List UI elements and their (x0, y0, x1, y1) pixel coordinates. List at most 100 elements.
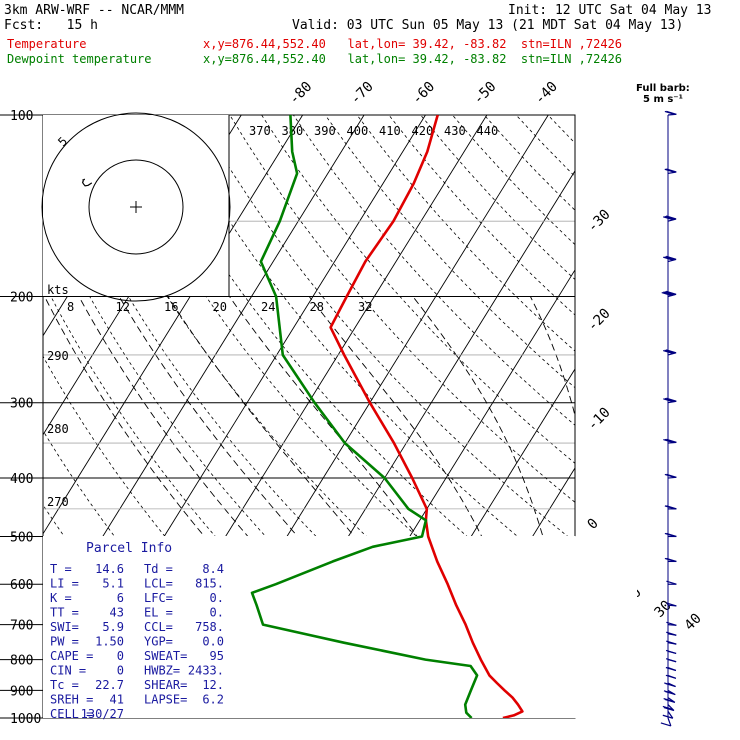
wind-barb (666, 640, 677, 645)
wind-barb-staff (667, 258, 677, 263)
theta-label: 290 (47, 349, 69, 363)
wind-barb-flag (664, 532, 676, 538)
hodograph-unit-label: kts (47, 283, 69, 297)
isotherm-line (727, 115, 740, 718)
theta-label: 280 (47, 422, 69, 436)
hodograph-ring (41, 112, 231, 302)
parcel-row-value: 0. (210, 606, 224, 620)
wind-barb (665, 674, 677, 679)
parcel-row-value: 1.50 (95, 635, 124, 649)
init-time: Init: 12 UTC Sat 04 May 13 (508, 3, 712, 18)
parcel-row-value: 8.4 (202, 562, 224, 576)
wind-barb-flag (664, 110, 676, 115)
model-title: 3km ARW-WRF -- NCAR/MMM (4, 3, 185, 18)
isotherm-label: 0 (585, 516, 602, 533)
isotherm-line (666, 115, 740, 718)
temperature-legend-info: x,y=876.44,552.40 lat,lon= 39.42, -83.82… (203, 37, 623, 51)
wind-barb (664, 532, 677, 538)
wind-barb-flag (664, 291, 675, 296)
wind-barb-staff (667, 352, 677, 356)
full-barb-unit: 5 m s⁻¹ (643, 94, 683, 105)
isotherm-label: -30 (585, 207, 614, 236)
pressure-tick-label: 100 (10, 109, 33, 124)
isotherm-label: -20 (585, 306, 614, 335)
wind-barb-flag (666, 168, 677, 173)
wind-barb (664, 110, 677, 116)
isotherm-label: 30 (652, 598, 675, 621)
wind-barb-staff (667, 704, 675, 711)
wind-barb-staff (667, 218, 677, 222)
wind-barb (665, 666, 677, 672)
hodograph-scale-label: 8 (67, 300, 74, 314)
pressure-tick-label: 200 (10, 291, 33, 306)
wind-barb (664, 682, 676, 688)
isotherm-label: -70 (348, 79, 377, 108)
wind-barb-flag (665, 215, 677, 220)
parcel-info-box: Parcel Info T = 14.6 Td = 8.4 LI = 5.1 LCL= 815.… (43, 536, 637, 721)
wind-barb-flag (664, 256, 675, 261)
wind-barb-flag (666, 621, 677, 626)
wind-barb-flag (662, 705, 674, 711)
wind-barb-flag (663, 349, 674, 355)
pressure-tick-label: 500 (10, 530, 33, 545)
wind-barb (663, 215, 677, 222)
wind-barb-flag (665, 649, 677, 654)
pressure-tick-label: 400 (10, 472, 33, 487)
wind-barb (663, 397, 677, 404)
parcel-row-key: EL = (144, 606, 173, 620)
parcel-row-key: LAPSE= (144, 693, 187, 707)
parcel-row-value: 130/27 (81, 707, 124, 721)
wind-barb (664, 505, 677, 510)
pressure-tick-label: 300 (10, 397, 33, 412)
isotherm-label: -40 (532, 79, 561, 108)
wind-barb-flag (666, 640, 677, 645)
wind-barb (661, 290, 677, 298)
wind-barb (663, 349, 677, 356)
parcel-row-value: 0.0 (202, 635, 224, 649)
theta-e-label: 430 (444, 124, 466, 138)
wind-barb-flag (666, 631, 677, 636)
parcel-row-key: CCL= (144, 620, 173, 634)
forecast-hour: Fcst: 15 h (4, 18, 98, 33)
parcel-row-key: SHEAR= (144, 678, 187, 692)
wind-barb (666, 631, 677, 636)
parcel-row-key: CAPE = (50, 649, 93, 663)
wind-barb-flag (666, 602, 677, 607)
pressure-tick-label: 900 (10, 684, 33, 699)
wind-barbs (660, 110, 677, 727)
hodograph-scale-label: 24 (261, 300, 275, 314)
wind-barb-flag (664, 505, 676, 510)
parcel-row-value: 0. (210, 591, 224, 605)
parcel-row-key: HWBZ= (144, 664, 180, 678)
parcel-row-key: CELL = (50, 707, 93, 721)
hodograph-scale-label: 32 (358, 300, 372, 314)
parcel-row-value: 758. (195, 620, 224, 634)
isotherm-line (43, 115, 304, 535)
hodograph-trace (81, 178, 93, 187)
theta-label: 270 (47, 495, 69, 509)
pressure-tick-label: 1000 (10, 712, 41, 727)
pressure-tick-label: 800 (10, 654, 33, 669)
wind-barb-flag (663, 398, 674, 403)
wind-barb-flag (663, 697, 674, 703)
parcel-row-value: 22.7 (95, 678, 124, 692)
hodograph-scale-label: 20 (213, 300, 227, 314)
wind-barb-flag (665, 658, 677, 663)
wind-barb-flag (663, 291, 674, 296)
full-barb-label: Full barb: (636, 83, 690, 94)
parcel-row-value: 5.1 (102, 577, 124, 591)
isotherm-label: 40 (682, 611, 705, 634)
wind-barb (663, 697, 676, 703)
parcel-row-value: 6 (117, 591, 124, 605)
wind-barb-flag (664, 682, 675, 687)
wind-barb-staff (667, 171, 677, 175)
theta-e-label: 370 (249, 124, 271, 138)
valid-time: Valid: 03 UTC Sun 05 May 13 (21 MDT Sat … (292, 18, 684, 33)
theta-e-label: 420 (412, 124, 434, 138)
wind-barb-flag (666, 397, 677, 402)
wind-barb-flag (663, 706, 675, 712)
parcel-row-key: K = (50, 591, 72, 605)
wind-barb-flag (665, 666, 677, 672)
parcel-row-key: Tc = (50, 678, 79, 692)
